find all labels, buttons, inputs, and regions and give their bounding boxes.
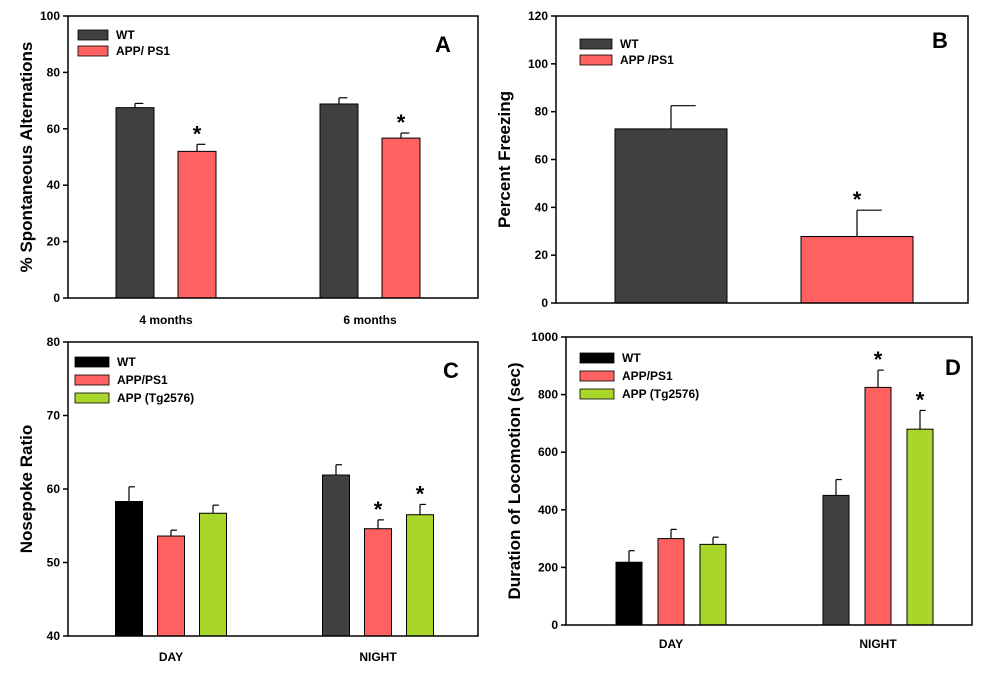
panel-letter: B: [932, 28, 948, 53]
y-tick-label: 60: [47, 482, 61, 496]
panel-d: 0 200 400 600 800 1000 * * DAY NIGHT Duration of L…: [505, 330, 973, 651]
plot-frame: [67, 15, 479, 299]
bar: [115, 500, 143, 637]
panel-letter: C: [443, 358, 459, 383]
y-tick-label: 80: [535, 105, 549, 119]
significance-asterisk: *: [916, 387, 925, 412]
bar: [699, 543, 727, 626]
y-axis-title: Duration of Locomotion (sec): [505, 362, 524, 599]
bar: [800, 236, 914, 304]
legend-swatch: [579, 388, 615, 400]
y-axis-title: Percent Freezing: [495, 91, 514, 228]
y-tick-label: 80: [47, 335, 61, 349]
legend-swatch: [74, 392, 110, 404]
y-tick-label: 60: [535, 153, 549, 167]
y-tick-label: 20: [535, 248, 549, 262]
y-tick-label: 800: [538, 388, 558, 402]
y-axis-title: % Spontaneous Alternations: [17, 42, 36, 273]
y-tick-label: 40: [535, 200, 549, 214]
bar: [199, 512, 227, 637]
legend-swatch: [579, 38, 613, 50]
y-tick-label: 100: [528, 57, 548, 71]
significance-asterisk: *: [874, 347, 883, 372]
bar: [657, 538, 685, 626]
legend-label: APP /PS1: [620, 53, 674, 67]
bar: [615, 561, 643, 626]
y-tick-label: 0: [551, 618, 558, 632]
y-tick-label: 0: [53, 291, 60, 305]
significance-asterisk: *: [416, 481, 425, 506]
y-axis-title: Nosepoke Ratio: [17, 425, 36, 553]
legend-label: WT: [622, 351, 641, 365]
x-tick-label: 6 months: [343, 313, 397, 327]
panel-b: 0 20 40 60 80 100 120 * Percent Freezing WT APP /P…: [495, 9, 969, 310]
y-tick-label: 200: [538, 560, 558, 574]
significance-asterisk: *: [193, 121, 202, 146]
legend-swatch: [579, 370, 615, 382]
bar: [115, 107, 155, 299]
bar: [406, 514, 434, 637]
y-tick-label: 40: [47, 629, 61, 643]
x-tick-label: NIGHT: [359, 650, 397, 664]
panel-c: 40 50 60 70 80 * * DAY NIGHT Nosepoke Ratio WT APP/…: [17, 335, 479, 664]
legend-label: APP (Tg2576): [622, 387, 699, 401]
legend-swatch: [579, 54, 613, 66]
y-tick-label: 400: [538, 503, 558, 517]
legend-swatch: [74, 374, 110, 386]
legend-label: WT: [117, 355, 136, 369]
significance-asterisk: *: [397, 110, 406, 135]
y-tick-label: 20: [47, 235, 61, 249]
plot-frame: [67, 341, 479, 637]
bar: [906, 428, 934, 626]
panel-letter: A: [435, 32, 451, 57]
plot-frame: [555, 15, 969, 304]
bar: [322, 474, 350, 637]
y-tick-label: 120: [528, 9, 548, 23]
legend-swatch: [77, 29, 109, 41]
x-tick-label: 4 months: [139, 313, 193, 327]
bar: [614, 128, 728, 304]
legend-swatch: [77, 45, 109, 57]
y-tick-label: 60: [47, 122, 61, 136]
bar: [381, 137, 421, 299]
x-tick-label: DAY: [159, 650, 183, 664]
y-tick-label: 1000: [531, 330, 558, 344]
bar: [864, 386, 892, 626]
bar: [319, 103, 359, 299]
bar: [822, 494, 850, 626]
y-tick-label: 40: [47, 178, 61, 192]
y-tick-label: 100: [40, 9, 60, 23]
panel-a: 0 20 40 60 80 100 * * 4 months 6 months % Spontane…: [17, 9, 479, 327]
legend-label: APP/PS1: [622, 369, 673, 383]
significance-asterisk: *: [853, 187, 862, 212]
legend-label: WT: [116, 28, 135, 42]
y-tick-label: 50: [47, 556, 61, 570]
y-tick-label: 70: [47, 409, 61, 423]
plot-frame: [565, 336, 973, 626]
bar: [157, 535, 185, 637]
x-tick-label: NIGHT: [859, 637, 897, 651]
legend-swatch: [579, 352, 615, 364]
bar: [177, 150, 217, 299]
legend-swatch: [74, 356, 110, 368]
panel-letter: D: [945, 355, 961, 380]
legend-label: APP/ PS1: [116, 44, 170, 58]
legend-label: APP (Tg2576): [117, 391, 194, 405]
bar: [364, 528, 392, 637]
y-tick-label: 80: [47, 65, 61, 79]
legend-label: WT: [620, 37, 639, 51]
legend-label: APP/PS1: [117, 373, 168, 387]
x-tick-label: DAY: [659, 637, 683, 651]
y-tick-label: 600: [538, 445, 558, 459]
significance-asterisk: *: [374, 497, 383, 522]
y-tick-label: 0: [541, 296, 548, 310]
